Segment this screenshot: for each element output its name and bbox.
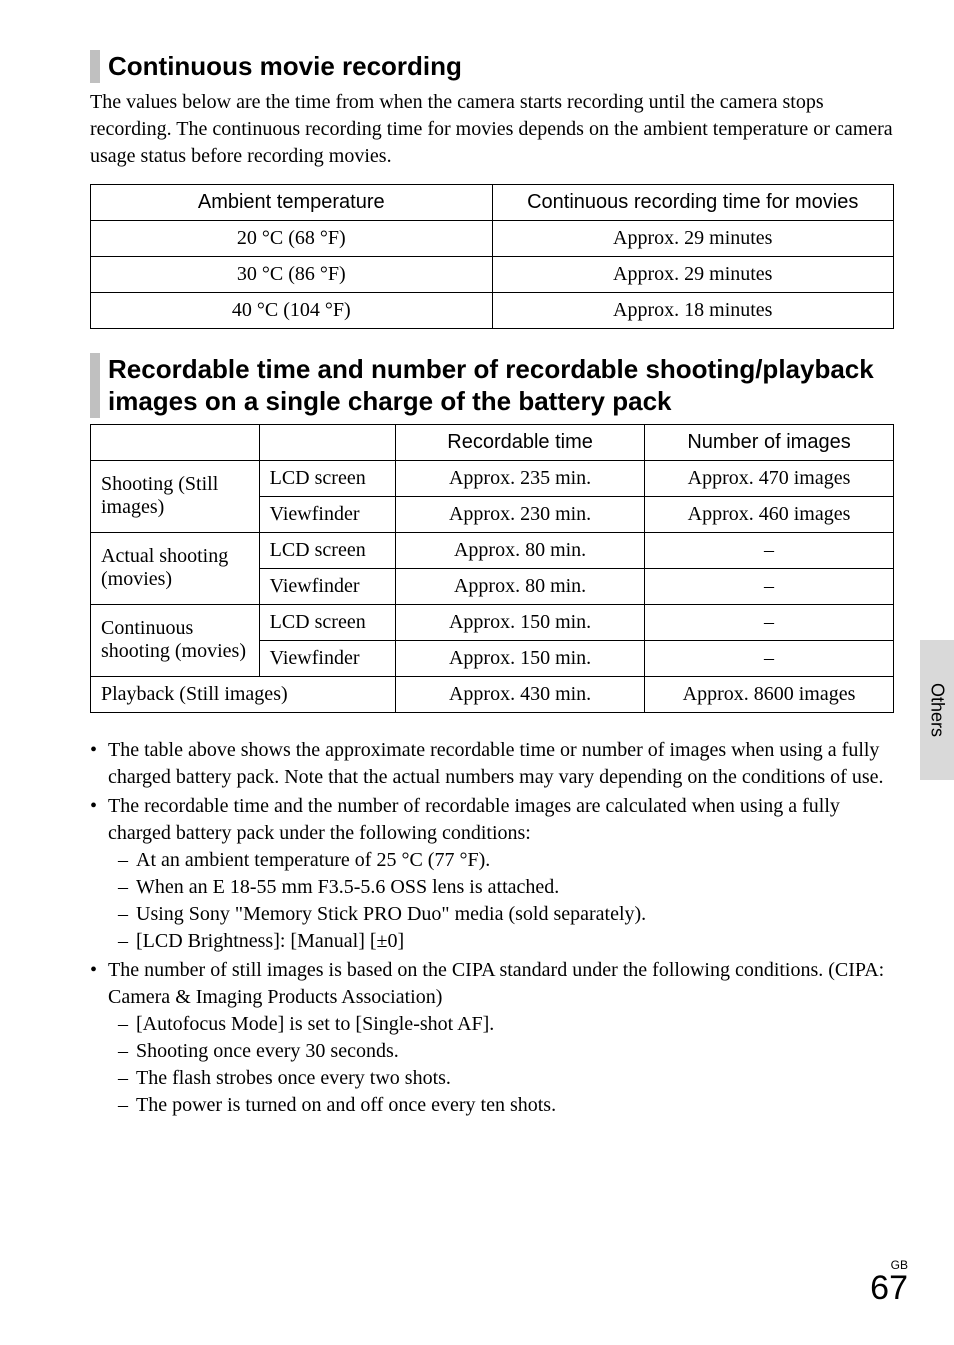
t2-sub: LCD screen: [259, 460, 396, 496]
t1-cell: 20 °C (68 °F): [91, 220, 493, 256]
note-text: The number of still images is based on t…: [108, 959, 884, 1008]
page-num-value: 67: [870, 1271, 908, 1305]
t1-cell: Approx. 29 minutes: [492, 220, 894, 256]
note-text: The recordable time and the number of re…: [108, 795, 840, 844]
t2-sub: Viewfinder: [259, 640, 396, 676]
table-row: Actual shooting (movies) LCD screen Appr…: [91, 532, 894, 568]
table-row: Shooting (Still images) LCD screen Appro…: [91, 460, 894, 496]
note-subitem: [Autofocus Mode] is set to [Single-shot …: [118, 1011, 894, 1038]
t2-head-blank2: [259, 424, 396, 460]
section1-heading: Continuous movie recording: [90, 50, 894, 83]
t2-sub: Viewfinder: [259, 568, 396, 604]
note-subitem: The flash strobes once every two shots.: [118, 1065, 894, 1092]
table-row: Playback (Still images) Approx. 430 min.…: [91, 676, 894, 712]
t2-images: Approx. 8600 images: [645, 676, 894, 712]
t1-head-ambient: Ambient temperature: [91, 184, 493, 220]
t2-group: Actual shooting (movies): [91, 532, 260, 604]
side-tab-label: Others: [927, 683, 948, 737]
section1-heading-text: Continuous movie recording: [108, 50, 462, 83]
note-text: The table above shows the approximate re…: [108, 739, 884, 788]
note-subitem: When an E 18-55 mm F3.5-5.6 OSS lens is …: [118, 874, 894, 901]
t2-time: Approx. 150 min.: [396, 604, 645, 640]
notes-list: The table above shows the approximate re…: [90, 737, 894, 1119]
note-sublist: At an ambient temperature of 25 °C (77 °…: [118, 847, 894, 955]
t2-images: –: [645, 532, 894, 568]
section2-heading-text: Recordable time and number of recordable…: [108, 353, 894, 418]
t2-head-images: Number of images: [645, 424, 894, 460]
note-item: The recordable time and the number of re…: [90, 793, 894, 955]
heading-bullet-icon: [90, 50, 100, 83]
t2-time: Approx. 230 min.: [396, 496, 645, 532]
t2-sub: Viewfinder: [259, 496, 396, 532]
t2-images: –: [645, 604, 894, 640]
note-subitem: At an ambient temperature of 25 °C (77 °…: [118, 847, 894, 874]
note-subitem: Using Sony "Memory Stick PRO Duo" media …: [118, 901, 894, 928]
t1-cell: Approx. 29 minutes: [492, 256, 894, 292]
battery-table: Recordable time Number of images Shootin…: [90, 424, 894, 713]
t1-cell: 40 °C (104 °F): [91, 292, 493, 328]
note-subitem: The power is turned on and off once ever…: [118, 1092, 894, 1119]
t2-head-blank1: [91, 424, 260, 460]
t2-time: Approx. 150 min.: [396, 640, 645, 676]
recording-time-table: Ambient temperature Continuous recording…: [90, 184, 894, 329]
note-sublist: [Autofocus Mode] is set to [Single-shot …: [118, 1011, 894, 1119]
section2-heading: Recordable time and number of recordable…: [90, 353, 894, 418]
table-row: 40 °C (104 °F) Approx. 18 minutes: [91, 292, 894, 328]
table-row: Continuous shooting (movies) LCD screen …: [91, 604, 894, 640]
t1-head-recording: Continuous recording time for movies: [492, 184, 894, 220]
side-tab: Others: [920, 640, 954, 780]
t2-group: Shooting (Still images): [91, 460, 260, 532]
note-subitem: [LCD Brightness]: [Manual] [±0]: [118, 928, 894, 955]
note-subitem: Shooting once every 30 seconds.: [118, 1038, 894, 1065]
t1-cell: Approx. 18 minutes: [492, 292, 894, 328]
page-number: GB 67: [870, 1259, 908, 1305]
t2-group-full: Playback (Still images): [91, 676, 396, 712]
t1-cell: 30 °C (86 °F): [91, 256, 493, 292]
t2-sub: LCD screen: [259, 532, 396, 568]
note-item: The table above shows the approximate re…: [90, 737, 894, 791]
t2-group: Continuous shooting (movies): [91, 604, 260, 676]
note-item: The number of still images is based on t…: [90, 957, 894, 1119]
t2-images: –: [645, 640, 894, 676]
t2-images: Approx. 460 images: [645, 496, 894, 532]
table-row: 20 °C (68 °F) Approx. 29 minutes: [91, 220, 894, 256]
heading-bullet-icon: [90, 353, 100, 418]
t2-time: Approx. 80 min.: [396, 568, 645, 604]
t2-head-time: Recordable time: [396, 424, 645, 460]
table-row: 30 °C (86 °F) Approx. 29 minutes: [91, 256, 894, 292]
t2-time: Approx. 430 min.: [396, 676, 645, 712]
t2-time: Approx. 235 min.: [396, 460, 645, 496]
t2-images: Approx. 470 images: [645, 460, 894, 496]
t2-images: –: [645, 568, 894, 604]
t2-sub: LCD screen: [259, 604, 396, 640]
section1-intro: The values below are the time from when …: [90, 89, 894, 170]
t2-time: Approx. 80 min.: [396, 532, 645, 568]
